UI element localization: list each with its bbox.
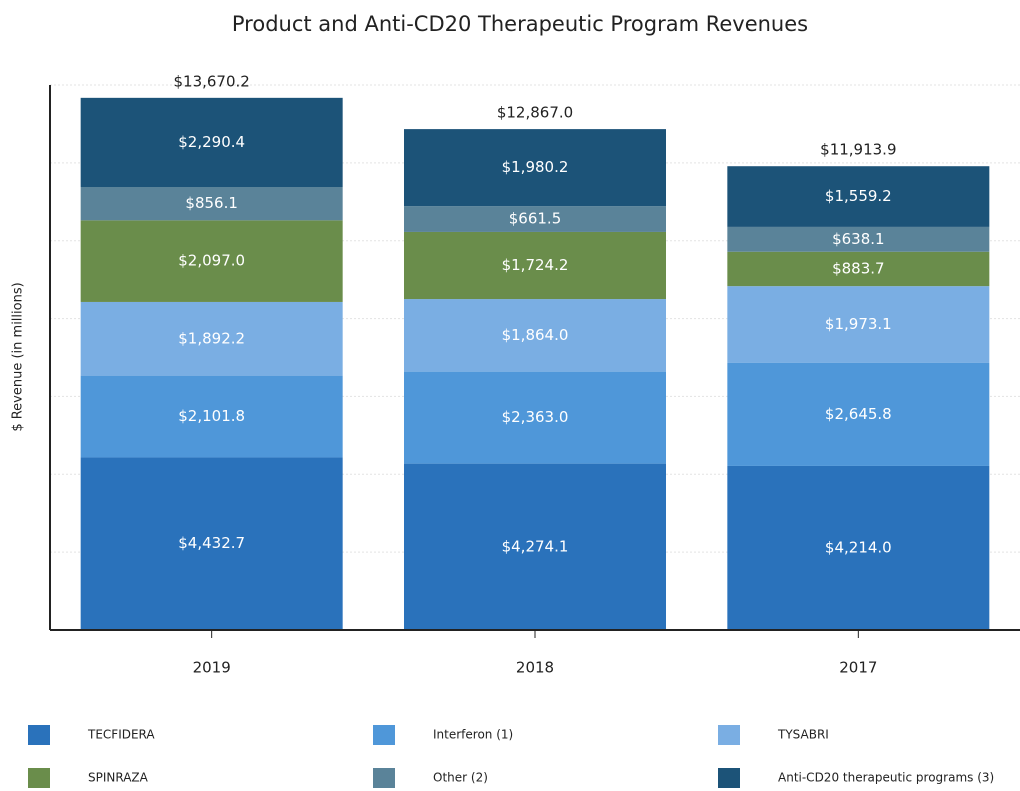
- legend-label: Other (2): [433, 771, 488, 785]
- bar-segment: [404, 463, 666, 630]
- value-label: $1,973.1: [825, 315, 892, 333]
- value-label: $1,892.2: [178, 329, 245, 347]
- value-label: $883.7: [832, 259, 885, 277]
- value-label: $856.1: [185, 194, 238, 212]
- value-label: $2,101.8: [178, 407, 245, 425]
- bar-segment: [80, 220, 343, 302]
- value-label: $2,645.8: [825, 405, 892, 423]
- chart-title: Product and Anti-CD20 Therapeutic Progra…: [232, 12, 808, 36]
- value-label: $1,980.2: [502, 158, 569, 176]
- value-label: $661.5: [509, 210, 562, 228]
- legend-label: SPINRAZA: [88, 771, 149, 785]
- bar-segment: [80, 375, 343, 458]
- legend-swatch: [373, 725, 395, 745]
- legend-label: TYSABRI: [777, 728, 829, 742]
- legend-label: Interferon (1): [433, 728, 513, 742]
- bar-segment: [80, 301, 343, 376]
- x-tick-label: 2018: [516, 659, 554, 677]
- x-tick-label: 2017: [839, 659, 877, 677]
- value-label: $638.1: [832, 230, 885, 248]
- total-label: $12,867.0: [497, 104, 573, 122]
- bar-segment: [404, 299, 666, 372]
- x-tick-label: 2019: [193, 659, 231, 677]
- value-label: $1,724.2: [502, 256, 569, 274]
- total-label: $11,913.9: [820, 141, 896, 159]
- bar-segment: [727, 251, 990, 287]
- value-label: $1,559.2: [825, 187, 892, 205]
- value-label: $4,432.7: [178, 534, 245, 552]
- value-label: $4,214.0: [825, 538, 892, 556]
- bar-segment: [727, 226, 990, 252]
- bar-segment: [727, 465, 990, 630]
- legend-swatch: [28, 725, 50, 745]
- legend-swatch: [718, 725, 740, 745]
- total-label: $13,670.2: [173, 72, 249, 90]
- bar-segment: [404, 231, 666, 300]
- value-label: $4,274.1: [502, 537, 569, 555]
- value-label: $2,363.0: [502, 408, 569, 426]
- bar-segment: [80, 97, 343, 188]
- legend-swatch: [373, 768, 395, 788]
- value-label: $1,864.0: [502, 326, 569, 344]
- legend-label: Anti-CD20 therapeutic programs (3): [778, 771, 994, 785]
- bar-segment: [404, 371, 666, 464]
- value-label: $2,097.0: [178, 252, 245, 270]
- value-label: $2,290.4: [178, 133, 245, 151]
- bar-segment: [80, 457, 343, 630]
- bar-segment: [727, 286, 990, 363]
- y-axis-label: $ Revenue (in millions): [11, 282, 26, 431]
- bar-segment: [404, 129, 666, 207]
- bar-segment: [404, 206, 666, 232]
- bar-segment: [727, 362, 990, 466]
- legend-label: TECFIDERA: [87, 728, 155, 742]
- bar-segment: [727, 166, 990, 227]
- bar-segment: [80, 187, 343, 221]
- legend-swatch: [28, 768, 50, 788]
- legend-swatch: [718, 768, 740, 788]
